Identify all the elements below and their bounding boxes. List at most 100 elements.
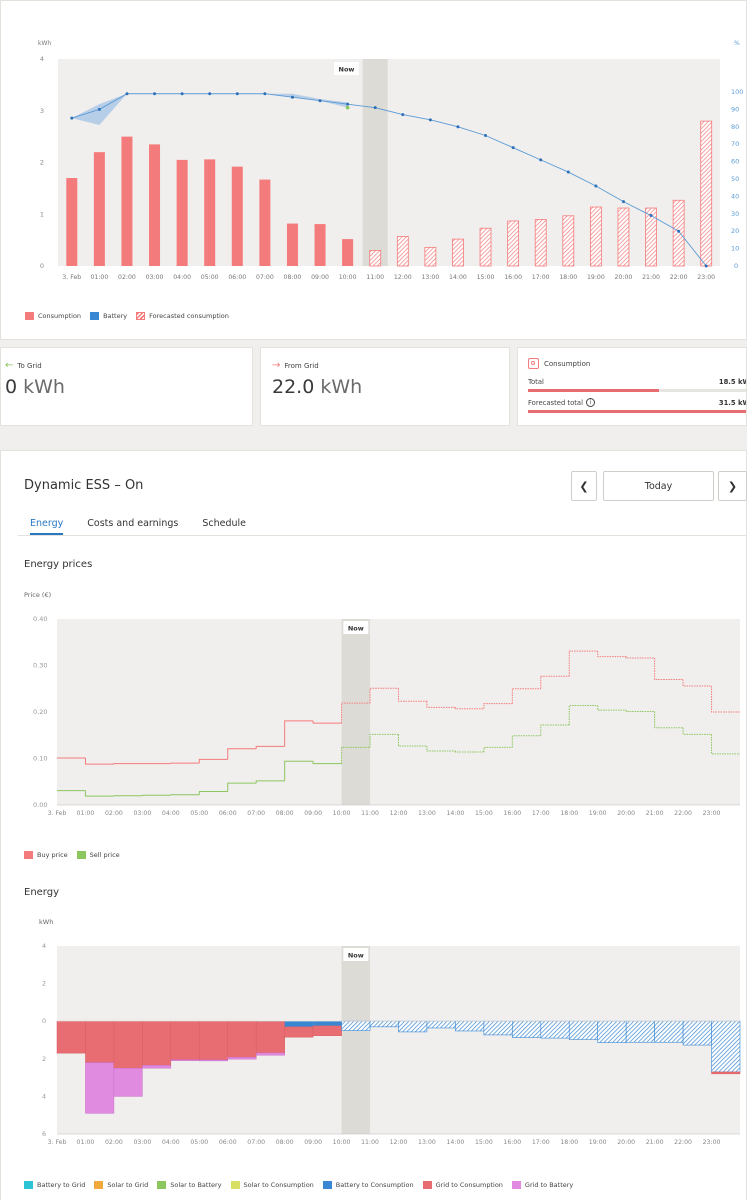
today-button[interactable]: Today	[603, 471, 714, 501]
forecast-bar	[396, 236, 409, 267]
legend-battery-to-grid: Battery to Grid	[24, 1181, 85, 1189]
info-icon[interactable]: i	[585, 398, 595, 407]
y-tick-right: 30	[731, 210, 739, 218]
x-tick: 19:00	[589, 810, 607, 817]
x-tick: 05:00	[201, 274, 219, 281]
x-tick: 15:00	[475, 810, 493, 817]
price-line-forecast	[341, 704, 740, 764]
total-progress-fill	[528, 389, 659, 392]
y-tick-right: 0	[734, 262, 738, 270]
legend-swatch	[230, 1181, 240, 1189]
to-grid-label: To Grid	[17, 361, 42, 370]
x-tick: 23:00	[703, 810, 721, 817]
consumption-bar	[286, 223, 298, 266]
forecast-bar	[645, 207, 657, 267]
consumption-bar	[231, 166, 243, 266]
x-tick: 22:00	[674, 1139, 692, 1146]
tab-energy[interactable]: Energy	[30, 512, 64, 535]
x-tick: 15:00	[477, 274, 495, 281]
next-day-button[interactable]: ❯	[718, 471, 747, 501]
x-tick: 13:00	[418, 810, 436, 817]
x-tick: 16:00	[504, 274, 522, 281]
y-unit-left: kWh	[38, 40, 51, 47]
forecast-bar	[479, 227, 492, 267]
battery-point	[484, 134, 488, 137]
x-tick: 17:00	[532, 274, 550, 281]
y-tick-right: 80	[731, 123, 739, 131]
prev-day-button[interactable]: ❮	[571, 471, 597, 501]
x-tick: 14:00	[446, 810, 464, 817]
x-tick: 17:00	[532, 1139, 550, 1146]
x-tick: 16:00	[503, 1139, 521, 1146]
x-tick: 01:00	[90, 274, 108, 281]
battery-to-consumption-bar	[682, 1020, 712, 1046]
x-tick: 20:00	[615, 274, 633, 281]
ess-tabs: Energy Costs and earnings Schedule	[18, 512, 747, 536]
battery-now-point	[345, 105, 350, 110]
consumption-bar	[121, 136, 133, 266]
battery-point	[208, 92, 212, 96]
x-tick: 23:00	[703, 1139, 721, 1146]
battery-to-consumption-bar	[512, 1020, 542, 1038]
energy-legend: Battery to Grid Solar to Grid Solar to Bat…	[24, 1181, 582, 1189]
tab-schedule[interactable]: Schedule	[202, 518, 246, 529]
battery-point	[70, 116, 74, 120]
legend-battery-to-consumption: Battery to Consumption	[322, 1181, 414, 1189]
battery-point	[677, 229, 681, 233]
legend-swatch	[422, 1181, 432, 1189]
battery-swatch	[90, 312, 100, 320]
grid-to-consumption-bar	[711, 1071, 741, 1075]
x-tick: 11:00	[361, 1139, 379, 1146]
x-tick: 01:00	[77, 1139, 95, 1146]
y-tick-left: 4	[40, 55, 44, 63]
forecast-total-value: 31.5 kW	[718, 398, 747, 407]
grid-to-consumption-bar	[255, 1021, 285, 1054]
x-tick: 01:00	[77, 810, 95, 817]
x-tick: 3. Feb	[48, 1139, 67, 1146]
battery-point	[153, 92, 157, 96]
consumption-chart-legend: Consumption Battery Forecasted consumpti…	[25, 312, 238, 320]
x-tick: 09:00	[304, 810, 322, 817]
x-tick: 08:00	[276, 1139, 294, 1146]
battery-point	[621, 200, 625, 204]
now-label-box	[343, 621, 369, 634]
battery-range-band	[264, 93, 348, 108]
x-tick: 10:00	[339, 274, 357, 281]
x-tick: 05:00	[190, 810, 208, 817]
y-tick: 0.20	[33, 708, 47, 716]
tab-costs-and-earnings[interactable]: Costs and earnings	[87, 518, 179, 529]
battery-to-consumption-bar	[540, 1020, 570, 1039]
battery-point	[428, 118, 432, 122]
legend-swatch	[511, 1181, 521, 1189]
battery-point	[594, 184, 598, 188]
x-tick: 12:00	[390, 810, 408, 817]
consumption-bar	[176, 159, 188, 266]
consumption-bar	[204, 159, 216, 266]
y-tick: 0.00	[33, 801, 47, 809]
y-tick-right: 50	[731, 175, 739, 183]
x-tick: 23:00	[697, 274, 715, 281]
y-tick: 0.40	[33, 615, 47, 623]
x-tick: 04:00	[162, 810, 180, 817]
energy-title: Energy	[24, 887, 60, 898]
prices-legend: Buy price Sell price	[24, 851, 129, 859]
grid-to-consumption-bar	[199, 1020, 229, 1061]
x-tick: 22:00	[674, 810, 692, 817]
battery-point	[566, 170, 570, 174]
forecast-bar	[589, 206, 602, 267]
battery-point	[539, 158, 543, 162]
grid-to-consumption-bar	[170, 1020, 200, 1060]
battery-point	[318, 99, 322, 103]
from-grid-card: → From Grid 22.0 kWh	[260, 347, 510, 426]
now-label: Now	[339, 66, 355, 74]
consumption-bar	[259, 179, 271, 266]
total-label: Total	[528, 378, 544, 386]
battery-point	[97, 107, 101, 111]
chevron-left-icon: ❮	[579, 479, 589, 493]
x-tick: 07:00	[256, 274, 274, 281]
forecast-bar	[452, 238, 464, 267]
x-tick: 13:00	[418, 1139, 436, 1146]
x-tick: 11:00	[366, 274, 384, 281]
energy-flow-chart: kWh Now 4 2 0 2 4 63. Feb 01:00 02:00 03:00 04:00 05…	[39, 918, 741, 1146]
legend-sell-price: Sell price	[76, 851, 120, 859]
